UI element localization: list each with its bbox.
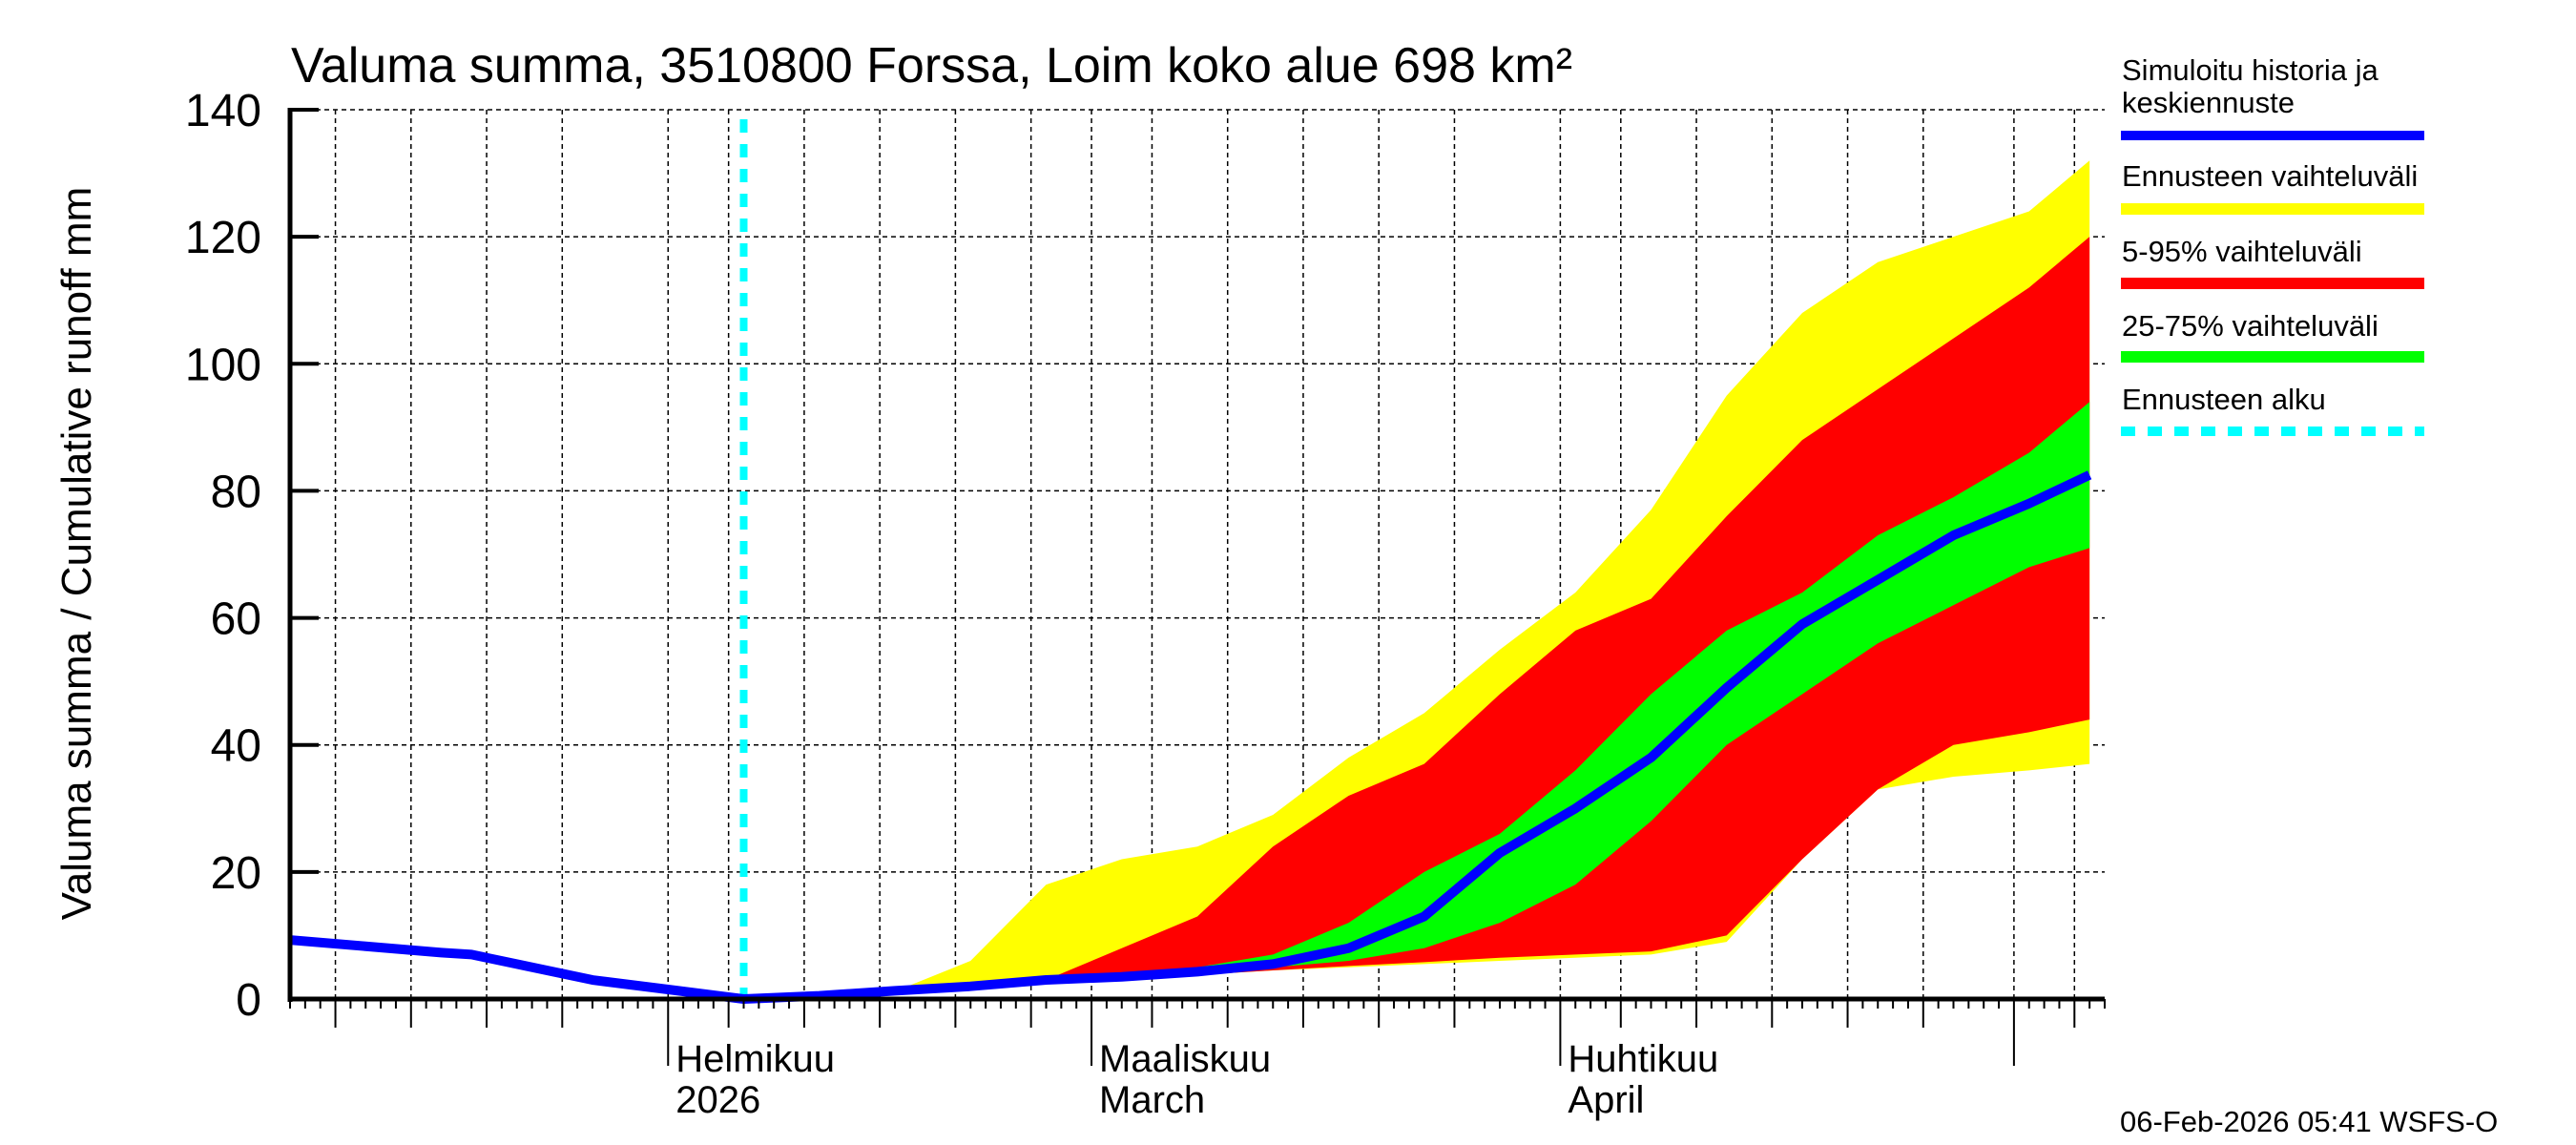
median-forecast-line	[289, 470, 2092, 1004]
footer-timestamp: 06-Feb-2026 05:41 WSFS-O	[2120, 1105, 2498, 1138]
band-25-75	[743, 402, 2090, 999]
month-label: Helmikuu	[675, 1038, 835, 1080]
legend-swatch-history	[2121, 131, 2424, 140]
legend-swatch-5-95	[2121, 278, 2424, 289]
y-tick-label: 140	[185, 86, 261, 136]
month-label: Huhtikuu	[1568, 1038, 1718, 1080]
y-tick-label: 0	[236, 975, 261, 1026]
month-label-sub: 2026	[675, 1079, 760, 1121]
y-tick-label: 20	[211, 848, 261, 899]
month-label-sub: April	[1568, 1079, 1644, 1121]
y-tick-label: 100	[185, 340, 261, 390]
legend-swatch-range	[2121, 203, 2424, 215]
legend: Simuloitu historia ja keskiennuste Ennus…	[2121, 53, 2424, 436]
y-tick-label: 120	[185, 213, 261, 263]
legend-swatch-25-75	[2121, 351, 2424, 363]
lines	[289, 119, 2092, 1004]
month-label-sub: March	[1099, 1079, 1205, 1121]
forecast-bands	[743, 160, 2090, 1000]
legend-label-forecast-start: Ennusteen alku	[2122, 383, 2326, 416]
band-5-95	[743, 237, 2090, 1000]
legend-label-history-1: Simuloitu historia ja	[2122, 53, 2379, 87]
legend-label-range: Ennusteen vaihteluväli	[2122, 159, 2418, 193]
chart-title: Valuma summa, 3510800 Forssa, Loim koko …	[291, 38, 1572, 94]
y-tick-label: 40	[211, 721, 261, 772]
y-axis-label: Valuma summa / Cumulative runoff mm	[53, 187, 100, 921]
y-tick-label: 60	[211, 594, 261, 645]
legend-label-25-75: 25-75% vaihteluväli	[2122, 309, 2379, 343]
y-tick-label: 80	[211, 467, 261, 517]
month-label: Maaliskuu	[1099, 1038, 1271, 1080]
legend-label-history-2: keskiennuste	[2122, 86, 2295, 119]
legend-label-5-95: 5-95% vaihteluväli	[2122, 235, 2362, 268]
